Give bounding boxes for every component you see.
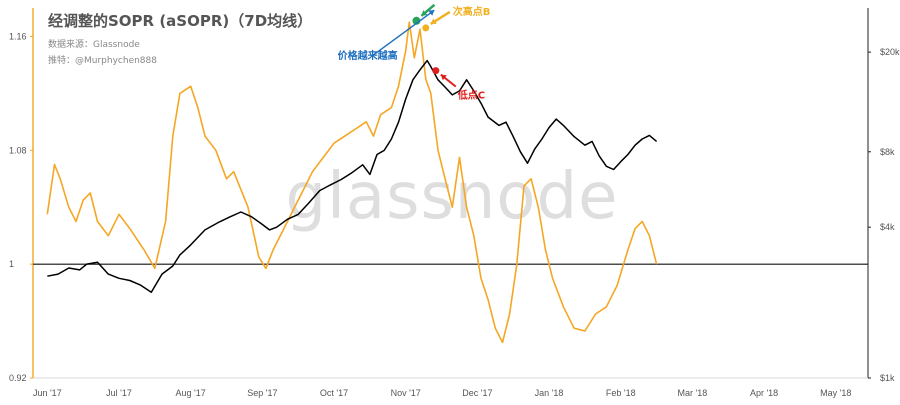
x-tick-label: Dec '17 xyxy=(462,388,492,398)
x-tick-label: Sep '17 xyxy=(247,388,277,398)
price-trend-arrow-head xyxy=(428,10,435,16)
x-tick-label: Aug '17 xyxy=(176,388,206,398)
point-b-marker xyxy=(422,24,430,32)
x-tick-label: Apr '18 xyxy=(750,388,778,398)
series-line-price xyxy=(47,59,658,293)
series-line-asopr xyxy=(46,21,658,344)
point-a-marker xyxy=(412,16,421,25)
point-c-marker xyxy=(432,67,440,75)
author-handle: 推特：@Murphychen888 xyxy=(48,54,157,66)
data-source: 数据来源：Glassnode xyxy=(48,38,140,50)
x-tick-label: Feb '18 xyxy=(606,388,636,398)
price-trend-arrow-shaft xyxy=(373,9,435,56)
point-c-label: 低点C xyxy=(457,89,485,102)
y-left-tick-label: 1.16 xyxy=(9,31,27,41)
y-right-tick-label: $4k xyxy=(880,222,895,232)
x-tick-label: Mar '18 xyxy=(678,388,708,398)
x-tick-label: Jun '17 xyxy=(33,388,62,398)
y-left-tick-label: 1 xyxy=(9,259,14,269)
x-tick-label: Oct '17 xyxy=(320,388,348,398)
watermark-text: glassnode xyxy=(285,160,618,234)
point-b-label: 次高点B xyxy=(453,5,491,18)
x-tick-label: May '18 xyxy=(820,388,851,398)
x-tick-label: Nov '17 xyxy=(391,388,421,398)
point-a-arrow-head xyxy=(421,10,428,16)
price-trend-label: 价格越来越高 xyxy=(338,49,398,62)
y-right-tick-label: $1k xyxy=(880,373,895,383)
x-tick-label: Jan '18 xyxy=(535,388,564,398)
y-left-tick-label: 0.92 xyxy=(9,373,27,383)
y-left-tick-label: 1.08 xyxy=(9,145,27,155)
y-right-tick-label: $8k xyxy=(880,147,895,157)
point-c-arrow-head xyxy=(440,74,447,81)
point-b-arrow-head xyxy=(430,18,437,24)
chart-title: 经调整的SOPR (aSOPR)（7D均线） xyxy=(48,12,312,30)
x-tick-label: Jul '17 xyxy=(106,388,132,398)
y-right-tick-label: $20k xyxy=(880,47,900,57)
